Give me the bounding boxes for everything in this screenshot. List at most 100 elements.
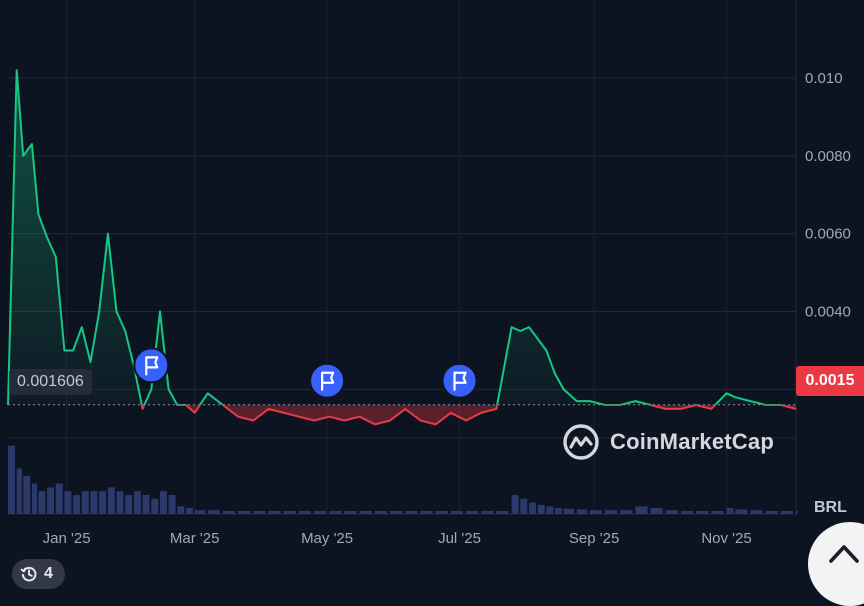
flag-icon[interactable] [309,362,346,399]
history-badge[interactable]: 4 [12,559,65,589]
volume-bar [64,491,72,514]
volume-bar [133,491,141,514]
volume-bar [711,510,724,514]
y-tick-label: 0.010 [805,70,843,87]
volume-bar [405,510,418,514]
volume-bar [207,510,220,514]
price-area [8,70,796,425]
price-line [7,69,797,426]
volume-bar [528,502,536,514]
x-tick-label: Sep '25 [569,530,619,547]
volume-bar [116,491,124,514]
volume-bar [186,507,193,514]
volume-bar [268,510,281,514]
volume-bar [177,506,185,514]
volume-bar [151,498,159,514]
volume-bar [765,510,778,514]
x-tick-label: Jan '25 [43,530,91,547]
volume-bar [125,495,133,514]
volume-bar [620,510,633,514]
volume-bar [329,510,342,514]
volume-bar [576,509,588,514]
volume-bar [99,491,107,514]
line-up [7,69,784,405]
volume-bar [73,495,81,514]
volume-bar [589,510,602,514]
volume-bar [496,510,509,514]
chevron-up-icon [829,545,859,563]
volume-bar [635,506,648,514]
volume-bar [55,483,63,514]
volume-bar [665,510,678,514]
volume-bar [555,507,562,514]
volume-bar [563,508,575,514]
volume-bar [23,476,31,514]
volume-bar [238,510,251,514]
volume-bar [283,510,296,514]
history-icon [20,566,37,582]
volume-bar [359,510,372,514]
volume-bar [253,510,266,514]
volume-bar [390,510,403,514]
area-down [8,404,796,425]
history-count: 4 [44,565,53,582]
currency-label[interactable]: BRL [814,499,847,516]
coinmarketcap-watermark: CoinMarketCap [562,423,774,461]
y-tick-label: 0.0080 [805,148,851,165]
volume-bars [8,445,798,514]
y-tick-label: 0.0060 [805,226,851,243]
flag-icon[interactable] [441,362,478,399]
volume-bar [726,507,734,514]
reference-value-label: 0.001606 [9,369,92,395]
volume-bar [680,510,694,514]
event-flags [133,347,478,399]
volume-bar [511,495,519,514]
volume-bar [796,510,798,514]
x-tick-label: Mar '25 [170,530,220,547]
flag-icon[interactable] [133,347,170,384]
volume-bar [142,495,150,514]
watermark-text: CoinMarketCap [610,429,774,454]
volume-bar [481,510,494,514]
volume-bar [81,491,89,514]
grid-lines [8,0,797,515]
x-axis: Jan '25 Mar '25 May '25 Jul '25 Sep '25 Nov '… [43,530,752,547]
volume-bar [466,510,479,514]
volume-bar [298,510,312,514]
coinmarketcap-logo-icon [563,424,599,460]
volume-bar [604,510,618,514]
volume-bar [90,491,98,514]
volume-bar [520,498,528,514]
y-tick-label: 0.0040 [805,304,851,321]
volume-bar [546,506,554,514]
volume-bar [47,487,55,514]
volume-bar [16,468,22,514]
volume-bar [168,495,176,514]
volume-bar [344,510,357,514]
volume-bar [750,510,763,514]
x-tick-label: Nov '25 [701,530,751,547]
volume-bar [420,510,433,514]
volume-bar [696,510,709,514]
volume-bar [159,491,167,514]
line-down [7,404,797,426]
volume-bar [31,483,38,514]
volume-bar [374,510,388,514]
volume-bar [194,510,206,514]
x-tick-label: Jul '25 [438,530,481,547]
volume-bar [107,487,115,514]
volume-bar [450,510,463,514]
x-tick-label: May '25 [301,530,353,547]
volume-bar [780,510,793,514]
volume-bar [650,507,663,514]
volume-bar [38,491,46,514]
volume-bar [435,510,448,514]
volume-bar [537,504,545,514]
current-price-tag: 0.0015 [796,366,864,396]
volume-bar [222,510,236,514]
volume-bar [8,445,15,514]
volume-bar [735,509,748,514]
volume-bar [314,510,327,514]
